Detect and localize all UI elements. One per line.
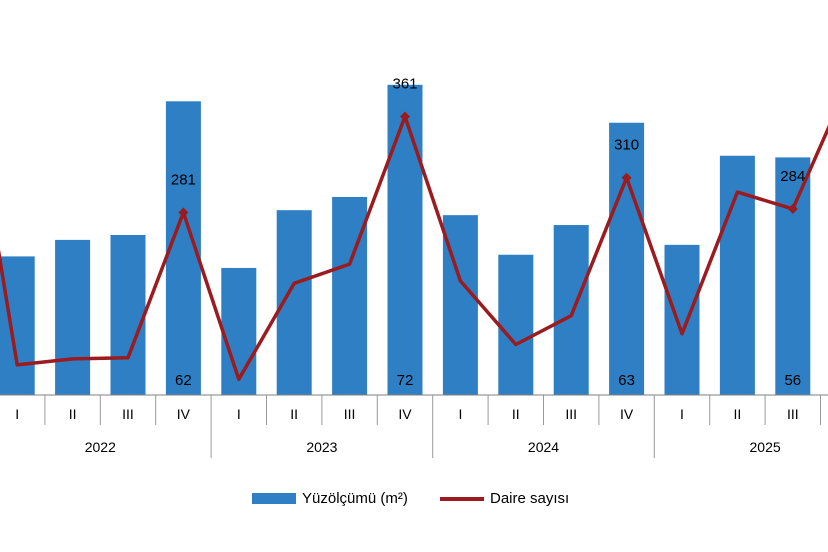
bar-area <box>775 157 811 395</box>
line-marker <box>787 203 798 214</box>
x-tick-label: I <box>458 406 462 422</box>
x-tick-label: IV <box>398 406 412 422</box>
bar-data-label: 63 <box>618 372 635 389</box>
legend-label-area: Yüzölçümü (m²) <box>302 490 408 507</box>
legend: Yüzölçümü (m²) Daire sayısı <box>0 490 828 516</box>
x-tick-label: III <box>565 406 577 422</box>
year-label: 2023 <box>306 439 337 455</box>
bar-data-label: 62 <box>175 372 192 389</box>
x-tick-label: II <box>290 406 298 422</box>
line-data-label: 281 <box>171 172 196 189</box>
line-marker <box>621 172 632 183</box>
x-tick-label: IV <box>177 406 191 422</box>
legend-swatch-bar <box>252 493 296 504</box>
x-tick-label: I <box>237 406 241 422</box>
legend-label-dwellings: Daire sayısı <box>490 490 570 507</box>
x-tick-label: II <box>734 406 742 422</box>
x-tick-label: I <box>15 406 19 422</box>
bar-area <box>0 256 35 395</box>
legend-item-area: Yüzölçümü (m²) <box>252 490 408 507</box>
bar-area <box>609 122 645 395</box>
bar-area <box>498 254 534 395</box>
bar-area <box>553 225 589 395</box>
line-marker <box>400 111 410 122</box>
x-tick-label: III <box>344 406 356 422</box>
x-tick-label: IV <box>620 406 634 422</box>
x-tick-label: I <box>680 406 684 422</box>
x-tick-label: III <box>787 406 799 422</box>
bar-data-label: 56 <box>784 372 801 389</box>
year-label: 2024 <box>528 439 559 455</box>
line-data-label: 361 <box>392 76 417 93</box>
x-tick-label: II <box>69 406 77 422</box>
bar-area <box>110 234 146 395</box>
legend-item-dwellings: Daire sayısı <box>440 490 569 507</box>
line-marker <box>178 207 189 218</box>
bar-area <box>55 239 91 395</box>
x-tick-label: III <box>122 406 134 422</box>
line-data-label: 284 <box>780 168 805 185</box>
bar-area <box>387 84 423 396</box>
line-data-label: 310 <box>614 137 639 154</box>
bar-data-label: 72 <box>397 372 414 389</box>
year-label: 2022 <box>85 439 116 455</box>
year-label: 2025 <box>750 439 781 455</box>
legend-swatch-line <box>440 496 484 501</box>
bar-area <box>664 244 700 395</box>
x-tick-label: II <box>512 406 520 422</box>
